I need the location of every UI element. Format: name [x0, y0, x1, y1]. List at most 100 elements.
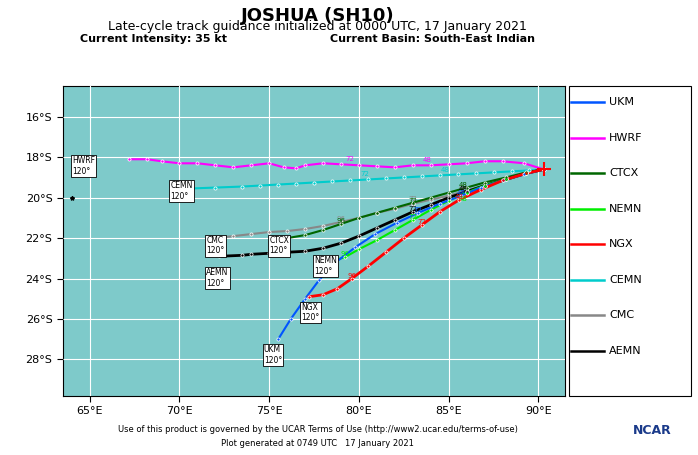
Text: AEMN
120°: AEMN 120°: [207, 268, 229, 288]
Text: 48: 48: [459, 186, 468, 192]
Point: [479, 179, 490, 186]
Point: [350, 243, 361, 251]
Point: [124, 156, 135, 163]
Text: CEMN: CEMN: [609, 275, 642, 285]
Point: [443, 194, 454, 201]
Point: [413, 209, 424, 217]
Point: [461, 188, 473, 195]
Point: [538, 166, 549, 173]
Text: Late-cycle track guidance initialized at 0000 UTC, 17 January 2021: Late-cycle track guidance initialized at…: [108, 20, 527, 34]
Point: [210, 234, 221, 242]
Text: 96: 96: [336, 216, 346, 222]
Point: [520, 170, 531, 177]
Point: [380, 175, 392, 182]
Text: CMC: CMC: [609, 310, 634, 320]
Point: [407, 200, 418, 207]
Point: [443, 197, 454, 204]
Point: [434, 208, 445, 216]
Text: Use of this product is governed by the UCAR Terms of Use (http://www2.ucar.edu/t: Use of this product is governed by the U…: [118, 425, 517, 435]
Point: [281, 248, 292, 256]
Text: 96: 96: [348, 273, 356, 278]
Point: [362, 263, 373, 270]
Point: [183, 185, 194, 192]
Point: [519, 160, 530, 167]
Point: [353, 162, 364, 169]
Point: [371, 209, 383, 217]
Point: [336, 218, 347, 226]
Text: AEMN: AEMN: [609, 346, 641, 356]
Point: [434, 208, 445, 216]
Point: [353, 214, 364, 222]
Point: [407, 162, 418, 169]
Point: [500, 174, 512, 181]
Point: [500, 176, 512, 183]
Text: 96: 96: [340, 251, 349, 258]
Text: 48: 48: [459, 196, 468, 202]
Point: [309, 179, 320, 186]
Text: 48: 48: [459, 183, 468, 190]
Point: [273, 336, 284, 343]
Point: [210, 162, 221, 169]
Point: [475, 184, 487, 191]
Text: NGX
120°: NGX 120°: [302, 303, 320, 322]
Point: [443, 189, 454, 196]
Point: [399, 234, 410, 242]
Point: [389, 227, 401, 234]
Point: [380, 175, 392, 182]
Point: [407, 162, 418, 169]
Point: [538, 166, 549, 173]
Point: [416, 173, 427, 180]
Point: [318, 222, 329, 230]
Text: JOSHUA (SH10): JOSHUA (SH10): [241, 7, 394, 25]
Text: 72: 72: [417, 219, 426, 225]
Point: [290, 165, 302, 172]
Point: [425, 194, 436, 201]
Point: [353, 246, 364, 253]
Point: [278, 164, 289, 171]
Point: [346, 275, 357, 282]
Point: [214, 253, 225, 260]
Point: [538, 166, 549, 173]
Point: [497, 177, 508, 184]
Point: [524, 167, 535, 174]
Point: [327, 178, 338, 185]
Point: [237, 183, 248, 190]
Point: [520, 170, 531, 177]
Point: [246, 162, 257, 169]
Point: [538, 166, 549, 173]
Point: [353, 214, 364, 222]
Point: [321, 259, 332, 266]
Text: UKM: UKM: [609, 97, 634, 107]
Point: [318, 160, 329, 167]
Point: [290, 165, 302, 172]
Point: [371, 237, 383, 244]
Point: [299, 162, 311, 169]
Point: [434, 172, 445, 179]
Point: [479, 182, 490, 189]
Point: [520, 170, 531, 177]
Point: [500, 176, 512, 183]
Point: [407, 200, 418, 207]
Point: [389, 204, 401, 212]
Point: [353, 214, 364, 222]
Point: [371, 209, 383, 217]
Point: [425, 162, 436, 169]
Point: [299, 162, 311, 169]
Point: [285, 315, 297, 323]
Point: [314, 259, 325, 266]
Point: [318, 227, 329, 234]
Point: [183, 185, 194, 192]
Point: [210, 234, 221, 242]
Text: UKM
120°: UKM 120°: [264, 345, 282, 365]
Point: [362, 176, 373, 183]
Point: [407, 208, 418, 216]
Point: [519, 171, 530, 178]
Text: 72: 72: [408, 198, 417, 204]
Point: [538, 166, 549, 173]
Point: [380, 248, 392, 256]
Point: [538, 166, 549, 173]
Point: [237, 183, 248, 190]
Point: [413, 209, 424, 217]
Point: [290, 180, 302, 187]
Point: [318, 291, 329, 298]
